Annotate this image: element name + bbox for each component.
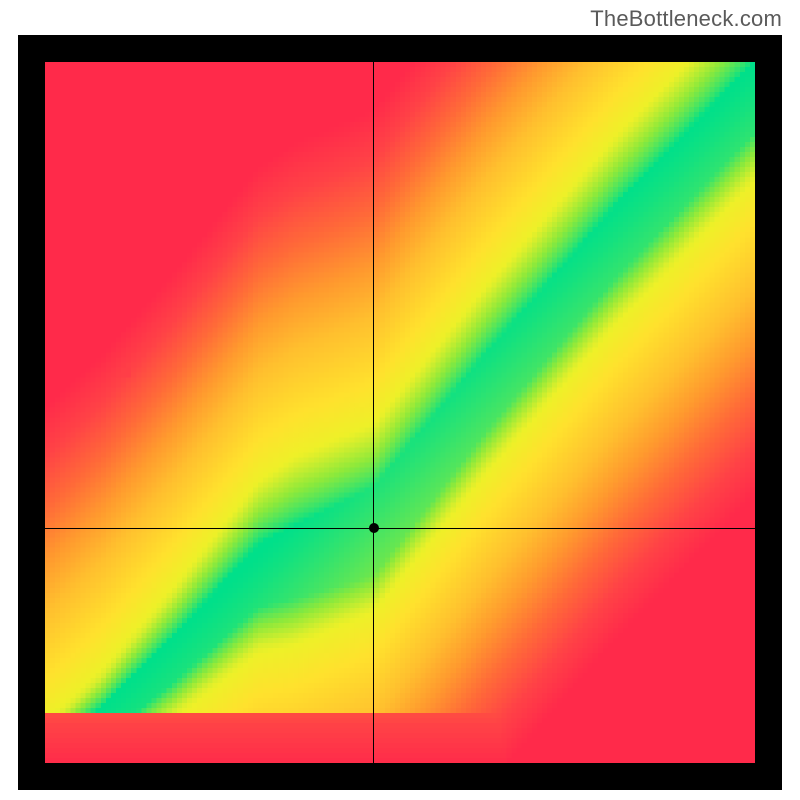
watermark-text: TheBottleneck.com	[590, 6, 782, 32]
crosshair-vertical	[373, 62, 374, 763]
chart-container: TheBottleneck.com	[0, 0, 800, 800]
bottleneck-heatmap	[45, 62, 755, 763]
crosshair-marker	[369, 523, 379, 533]
crosshair-horizontal	[45, 528, 755, 529]
